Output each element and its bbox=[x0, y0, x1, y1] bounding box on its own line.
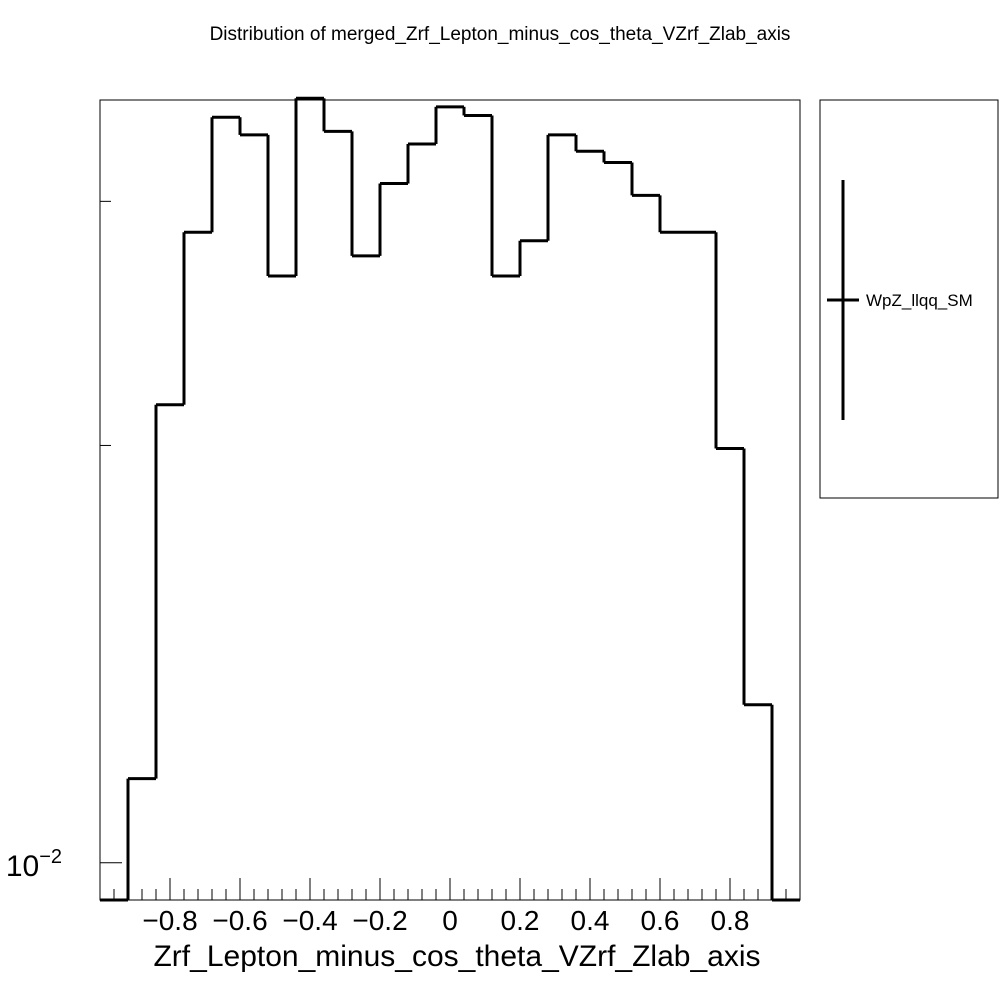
x-tick-label: −0.8 bbox=[142, 905, 197, 936]
x-tick-label: 0.8 bbox=[711, 905, 750, 936]
y-tick-base: 10 bbox=[6, 850, 39, 883]
x-axis-label: Zrf_Lepton_minus_cos_theta_VZrf_Zlab_axi… bbox=[153, 940, 760, 973]
histogram-bins bbox=[100, 96, 800, 902]
y-axis-tick-label: 10−2 bbox=[6, 846, 62, 883]
legend-entry-label: WpZ_llqq_SM bbox=[866, 291, 973, 310]
x-tick-label: 0 bbox=[442, 905, 458, 936]
chart-title: Distribution of merged_Zrf_Lepton_minus_… bbox=[210, 24, 791, 45]
x-axis-tick-labels: −0.8 −0.6 −0.4 −0.2 0 0.2 0.4 0.6 0.8 bbox=[142, 905, 749, 936]
y-tick-exponent: −2 bbox=[39, 846, 62, 868]
plot-frame bbox=[99, 99, 801, 901]
x-tick-label: −0.4 bbox=[282, 905, 337, 936]
x-tick-label: −0.6 bbox=[212, 905, 267, 936]
x-tick-label: 0.4 bbox=[571, 905, 610, 936]
y-axis-ticks bbox=[100, 200, 122, 864]
x-tick-label: 0.6 bbox=[641, 905, 680, 936]
x-tick-label: −0.2 bbox=[352, 905, 407, 936]
x-tick-label: 0.2 bbox=[501, 905, 540, 936]
legend: WpZ_llqq_SM bbox=[819, 99, 999, 499]
